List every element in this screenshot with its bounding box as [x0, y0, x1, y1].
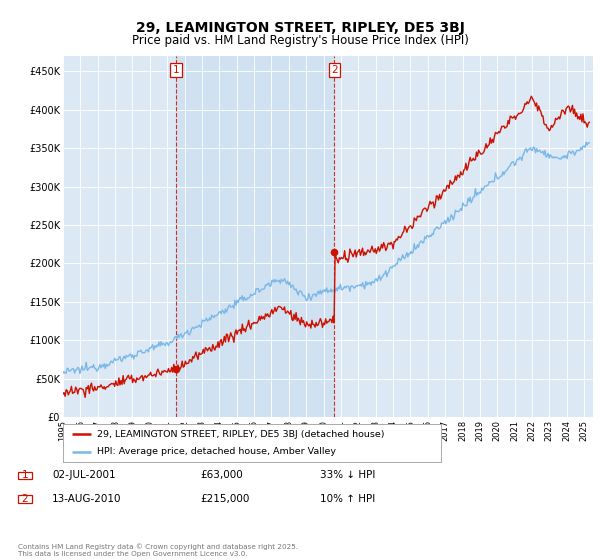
Text: 29, LEAMINGTON STREET, RIPLEY, DE5 3BJ: 29, LEAMINGTON STREET, RIPLEY, DE5 3BJ: [136, 21, 464, 35]
Text: 1: 1: [173, 65, 179, 75]
Text: 10% ↑ HPI: 10% ↑ HPI: [320, 494, 375, 504]
Text: Contains HM Land Registry data © Crown copyright and database right 2025.
This d: Contains HM Land Registry data © Crown c…: [18, 544, 298, 557]
Text: 1: 1: [22, 470, 28, 480]
FancyBboxPatch shape: [18, 472, 32, 479]
Text: 13-AUG-2010: 13-AUG-2010: [52, 494, 121, 504]
Bar: [176, 56, 334, 417]
Text: 02-JUL-2001: 02-JUL-2001: [52, 470, 116, 480]
Text: £215,000: £215,000: [200, 494, 250, 504]
Text: 33% ↓ HPI: 33% ↓ HPI: [320, 470, 376, 480]
Text: 2: 2: [22, 494, 28, 504]
FancyBboxPatch shape: [18, 495, 32, 503]
Text: Price paid vs. HM Land Registry's House Price Index (HPI): Price paid vs. HM Land Registry's House …: [131, 34, 469, 46]
Text: 2: 2: [331, 65, 338, 75]
Text: 29, LEAMINGTON STREET, RIPLEY, DE5 3BJ (detached house): 29, LEAMINGTON STREET, RIPLEY, DE5 3BJ (…: [97, 430, 385, 438]
Text: £63,000: £63,000: [200, 470, 243, 480]
Text: HPI: Average price, detached house, Amber Valley: HPI: Average price, detached house, Ambe…: [97, 447, 336, 456]
